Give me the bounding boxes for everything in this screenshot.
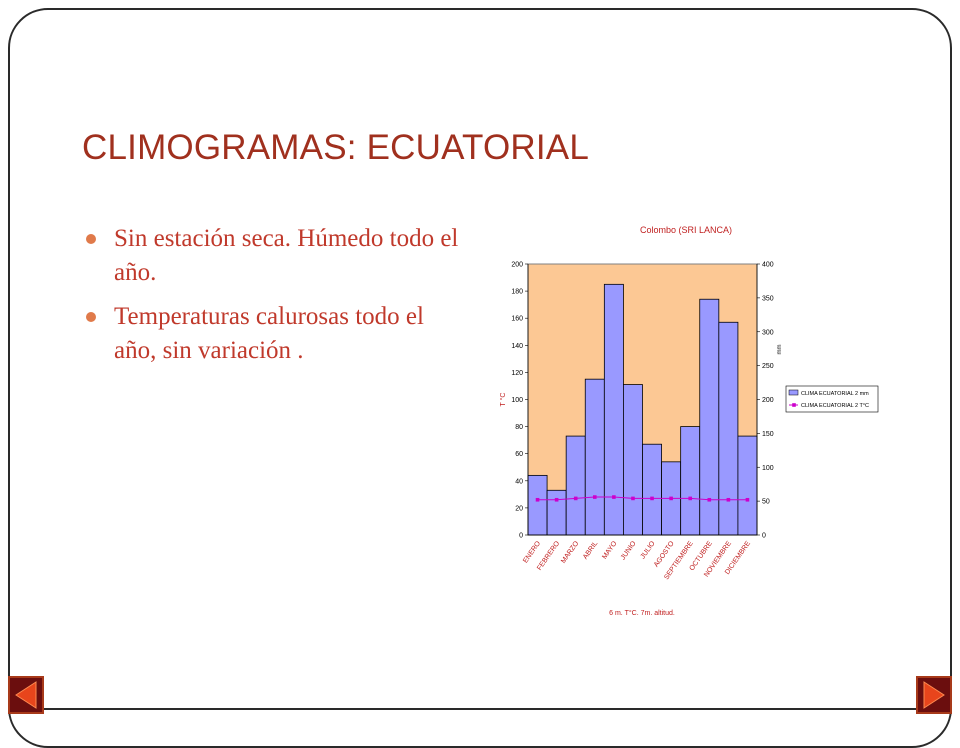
bar: [718, 321, 739, 536]
legend-swatch-bar: [788, 389, 799, 396]
legend-label: CLIMA ECUATORIAL 2 T°C: [801, 403, 869, 409]
right-tick-label: 0: [762, 533, 766, 540]
left-tick-label: 40: [515, 478, 523, 485]
bar: [680, 426, 701, 536]
left-tick-label: 100: [511, 397, 523, 404]
plot-area: [527, 263, 758, 536]
temperature-point: [631, 496, 635, 501]
previous-slide-button[interactable]: [8, 676, 44, 714]
arrow-left-icon: [15, 681, 37, 709]
x-tick-label: JUNIO: [620, 540, 638, 562]
temperature-point: [535, 497, 540, 502]
left-tick-label: 80: [515, 424, 523, 431]
x-tick-label: ABRIL: [582, 540, 599, 561]
right-tick-label: 350: [762, 295, 774, 302]
x-tick-label: ENERO: [522, 540, 542, 565]
left-tick-label: 20: [515, 505, 523, 512]
temperature-point: [612, 495, 616, 499]
slide-divider: [40, 708, 920, 710]
slide-title: CLIMOGRAMAS: ECUATORIAL: [82, 128, 590, 167]
chart-title: Colombo (SRI LANCA): [640, 225, 732, 235]
bar: [584, 378, 605, 536]
left-tick-label: 200: [511, 262, 523, 269]
temperature-point: [669, 496, 673, 501]
legend-label: CLIMA ECUATORIAL 2 mm: [801, 391, 869, 397]
right-tick-label: 250: [762, 363, 774, 370]
temperature-point: [650, 496, 654, 501]
right-tick-label: 400: [762, 262, 774, 269]
right-tick-label: 50: [762, 499, 770, 506]
legend-box: [785, 385, 879, 413]
left-tick-label: 140: [511, 343, 523, 350]
bullet-list: Sin estación seca. Húmedo todo el año. T…: [86, 222, 466, 378]
temperature-point: [707, 497, 712, 502]
bar: [623, 384, 643, 536]
left-tick-label: 180: [511, 289, 523, 296]
bullet-item: Sin estación seca. Húmedo todo el año.: [86, 222, 466, 290]
legend-swatch-marker: [792, 403, 796, 407]
bullet-item: Temperaturas calurosas todo el año, sin …: [86, 300, 466, 368]
temperature-line: [537, 496, 748, 501]
x-tick-label: MAYO: [601, 540, 619, 561]
right-tick-label: 150: [762, 431, 774, 438]
right-tick-label: 100: [762, 465, 774, 472]
bar: [565, 435, 586, 536]
temperature-point: [745, 497, 750, 502]
left-tick-label: 160: [511, 316, 523, 323]
x-tick-label: MARZO: [560, 540, 581, 565]
bar: [527, 474, 548, 536]
chart-legend: CLIMA ECUATORIAL 2 mm CLIMA ECUATORIAL 2 …: [785, 385, 879, 413]
temperature-point: [592, 495, 597, 499]
next-slide-button[interactable]: [916, 676, 952, 714]
bar: [642, 443, 662, 536]
bar: [546, 489, 567, 536]
temperature-point: [726, 497, 731, 502]
chart-footnote: 6 m. T°C. 7m. altitud.: [609, 609, 675, 617]
temperature-point: [573, 496, 578, 501]
bar: [737, 435, 758, 536]
climograph-chart: Colombo (SRI LANCA) 0 20 40 60 80 100 120 140 16…: [499, 225, 879, 617]
right-tick-label: 200: [762, 397, 774, 404]
x-tick-label: JULIO: [640, 540, 657, 561]
left-tick-label: 120: [511, 370, 523, 377]
left-axis-label: T °C: [499, 393, 507, 407]
temperature-point: [554, 497, 559, 502]
temperature-point: [688, 496, 693, 501]
right-axis-label: mm: [777, 345, 783, 355]
left-tick-label: 0: [519, 533, 523, 540]
left-tick-label: 60: [515, 451, 523, 458]
right-tick-label: 300: [762, 329, 774, 336]
arrow-right-icon: [923, 681, 945, 709]
